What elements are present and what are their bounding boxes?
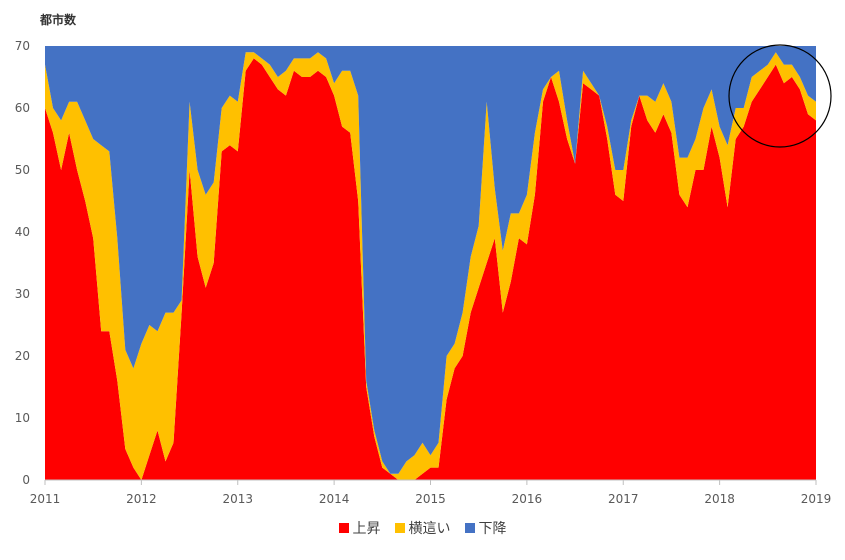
plot-areas <box>45 46 816 481</box>
y-tick-label: 0 <box>22 473 30 487</box>
y-tick-label: 50 <box>15 163 30 177</box>
x-tick-label: 2013 <box>222 492 253 506</box>
x-tick-label: 2012 <box>126 492 157 506</box>
legend-label-down: 下降 <box>478 521 507 537</box>
y-tick-label: 20 <box>15 349 30 363</box>
highlight-annotation <box>728 44 832 148</box>
legend-item-flat: 横這い <box>394 518 451 538</box>
y-axis-ticks: 0 10 20 30 40 50 60 70 <box>15 39 30 487</box>
x-tick-label: 2017 <box>608 492 639 506</box>
legend: 上昇 横這い 下降 <box>0 518 845 538</box>
x-tick-label: 2019 <box>801 492 832 506</box>
x-tick-label: 2015 <box>415 492 446 506</box>
legend-label-flat: 横這い <box>408 521 451 537</box>
legend-label-up: 上昇 <box>352 521 381 537</box>
legend-swatch-flat <box>394 523 405 533</box>
area-series-2 <box>45 46 816 474</box>
y-tick-label: 60 <box>15 101 30 115</box>
legend-swatch-up <box>338 523 349 533</box>
x-tick-label: 2011 <box>30 492 61 506</box>
y-tick-label: 70 <box>15 39 30 53</box>
highlight-circle <box>728 44 832 148</box>
x-axis-ticks: 2011 2012 2013 2014 2015 2016 2017 2018 2019 <box>30 480 832 506</box>
legend-item-down: 下降 <box>464 518 507 538</box>
x-tick-label: 2018 <box>704 492 735 506</box>
area-series-0 <box>45 58 816 481</box>
x-tick-label: 2014 <box>319 492 350 506</box>
x-tick-label: 2016 <box>512 492 543 506</box>
legend-swatch-down <box>464 523 475 533</box>
y-tick-label: 30 <box>15 287 30 301</box>
y-tick-label: 10 <box>15 411 30 425</box>
legend-item-up: 上昇 <box>338 518 381 538</box>
y-tick-label: 40 <box>15 225 30 239</box>
y-axis-label: 都市数 <box>39 12 77 27</box>
